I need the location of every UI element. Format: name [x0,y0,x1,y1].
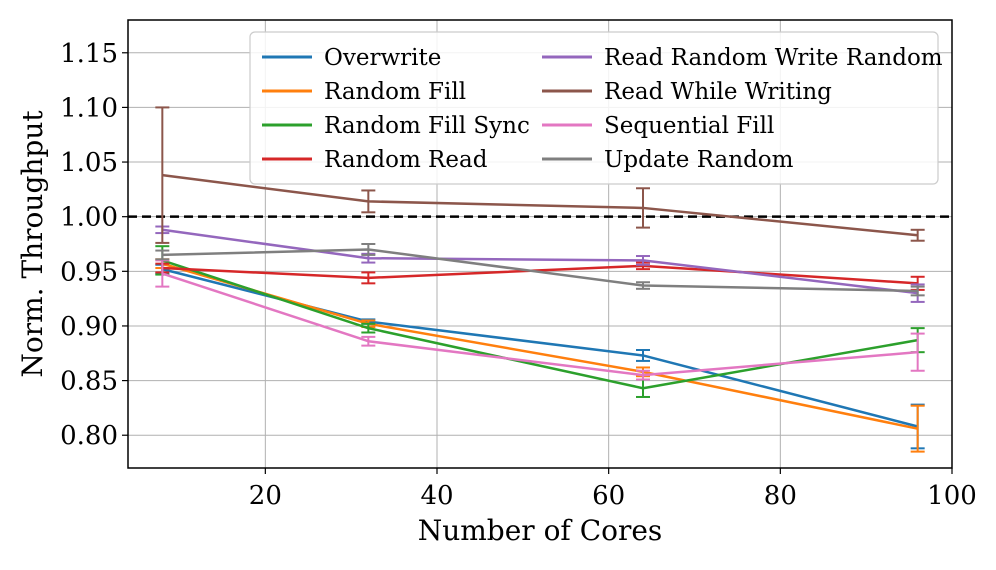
legend-item: Random Read [262,147,488,173]
legend-label: Overwrite [324,45,441,71]
x-tick-label: 60 [592,481,625,511]
legend-label: Read While Writing [604,79,832,105]
legend-item: Sequential Fill [542,113,774,139]
y-tick-label: 1.00 [60,203,118,233]
series-sequential-fill [155,259,925,381]
legend-item: Random Fill [262,79,466,105]
series-line [162,173,918,237]
x-tick-label: 40 [420,481,453,511]
legend-item: Read While Writing [542,79,832,105]
legend-label: Random Fill Sync [324,113,530,139]
series-overwrite [155,263,925,450]
legend-label: Update Random [604,147,794,173]
x-tick-label: 80 [764,481,797,511]
x-tick-label: 20 [249,481,282,511]
series-line [162,248,918,293]
y-tick-label: 0.85 [60,367,118,397]
y-axis-label: Norm. Throughput [16,110,49,378]
series-read-while-writing [155,106,925,244]
legend-item: Update Random [542,147,794,173]
series-read-random-write-random [155,225,925,303]
y-tick-label: 1.10 [60,93,118,123]
y-tick-label: 1.15 [60,39,118,69]
legend-box [249,31,939,185]
series-random-fill-sync [155,245,925,398]
y-tick-label: 0.95 [60,257,118,287]
y-tick-label: 0.90 [60,312,118,342]
y-tick-label: 1.05 [60,148,118,178]
legend: Overwrite Random Fill Random Fill Sync Rand… [249,31,943,185]
y-tick-label: 0.80 [60,421,118,451]
x-axis-label: Number of Cores [418,514,663,547]
plot-frame [127,19,953,469]
legend-item: Read Random Write Random [542,45,943,71]
legend-label: Sequential Fill [604,113,774,139]
series-update-random [155,243,925,297]
legend-label: Read Random Write Random [604,45,943,71]
x-axis-ticks: 20 40 60 80 100 [249,468,977,511]
legend-item: Random Fill Sync [262,113,530,139]
series-line [162,267,918,428]
series-line [162,228,918,295]
y-axis-ticks: 0.80 0.85 0.90 0.95 1.00 1.05 1.10 1.15 [60,39,128,451]
series-group [155,106,925,453]
series-line [161,272,918,377]
legend-item: Overwrite [262,45,441,71]
x-tick-label: 100 [927,481,977,511]
legend-label: Random Read [324,147,488,173]
legend-label: Random Fill [324,79,466,105]
series-line [162,264,918,285]
series-random-read [155,261,925,291]
